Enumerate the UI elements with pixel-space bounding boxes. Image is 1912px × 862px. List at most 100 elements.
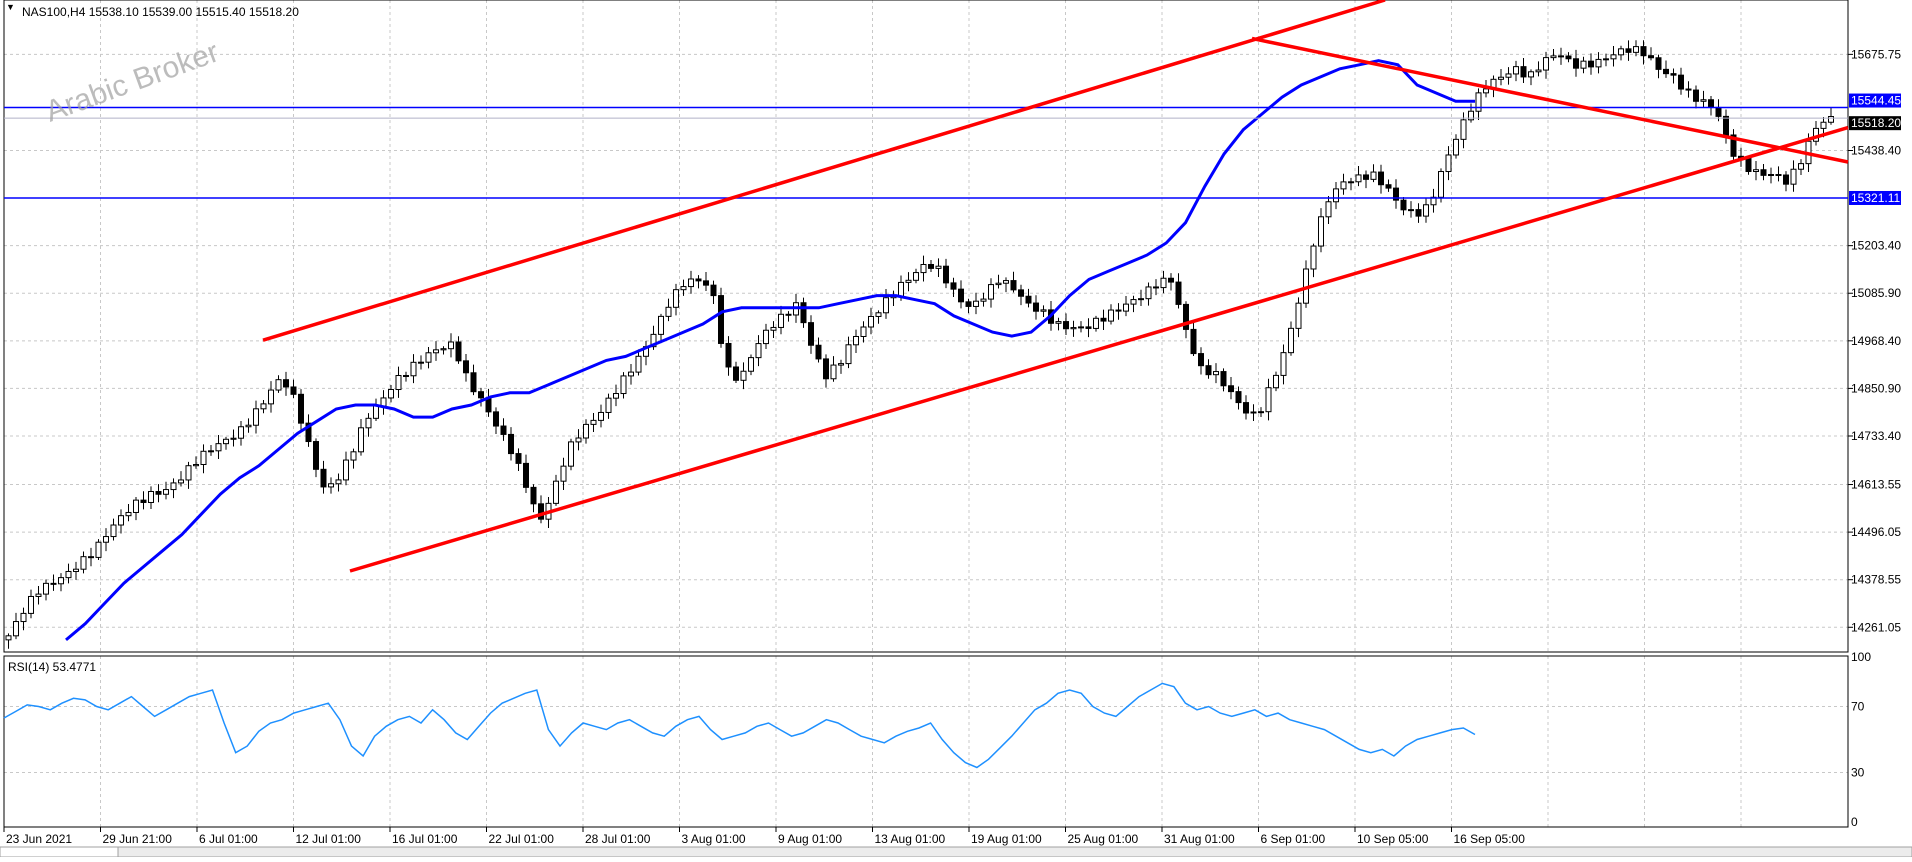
candle-body (1273, 374, 1279, 389)
candle-body (193, 464, 199, 467)
candle-body (995, 282, 1002, 286)
trendlines[interactable] (262, 0, 1849, 573)
x-tick-label: 16 Sep 05:00 (1454, 832, 1526, 846)
y-tick-label: 15203.40 (1851, 239, 1901, 253)
candle-body (1708, 99, 1714, 108)
candle-body (118, 515, 124, 526)
candle-body (298, 393, 304, 424)
candle-body (650, 333, 657, 348)
candle-body (718, 295, 724, 344)
candle-body (133, 499, 139, 513)
candle-body (1445, 154, 1452, 173)
candle-body (50, 582, 57, 585)
candle-body (73, 568, 79, 572)
candle-body (898, 281, 904, 297)
candle-body (1603, 58, 1609, 61)
candle-body (1318, 216, 1324, 247)
trendline (349, 125, 1849, 573)
candle-body (478, 391, 484, 399)
candle-body (1063, 321, 1069, 330)
candle-body (1130, 299, 1137, 305)
candle-body (770, 326, 777, 331)
candle-body (973, 300, 979, 307)
x-tick-label: 3 Aug 01:00 (682, 832, 746, 846)
candle-body (410, 361, 417, 377)
candle-body (823, 358, 829, 380)
candle-body (1670, 73, 1677, 76)
candle-body (778, 313, 784, 328)
rsi-tick-label: 30 (1851, 766, 1865, 780)
candle-body (1055, 321, 1062, 324)
candle-body (1543, 57, 1549, 71)
candle-body (680, 286, 687, 291)
x-tick-label: 25 Aug 01:00 (1068, 832, 1139, 846)
candle-body (943, 265, 949, 284)
candle-body (1730, 134, 1737, 157)
candle-body (1715, 106, 1722, 117)
candle-body (710, 284, 717, 297)
candle-body (103, 536, 109, 543)
x-tick-label: 28 Jul 01:00 (585, 832, 651, 846)
candle-body (1108, 309, 1114, 322)
candle-body (1235, 391, 1242, 404)
candle-body (388, 389, 394, 399)
candle-body (1505, 73, 1512, 78)
candle-body (1513, 66, 1519, 75)
candle-body (1033, 302, 1039, 312)
candle-body (1228, 385, 1234, 393)
candle-body (1153, 286, 1159, 289)
candle-body (1535, 69, 1542, 73)
candle-body (1040, 309, 1047, 312)
candle-body (1123, 303, 1129, 312)
candle-body (380, 397, 387, 407)
candle-body (1423, 204, 1429, 217)
candle-body (178, 479, 184, 484)
horizontal-levels (4, 106, 1848, 199)
candle-body (688, 278, 694, 288)
candle-body (395, 375, 402, 391)
candle-body (1393, 187, 1399, 201)
y-tick-label: 14613.55 (1851, 478, 1901, 492)
candle-body (1483, 88, 1489, 94)
candle-body (665, 306, 672, 317)
candle-body (1775, 174, 1782, 177)
candle-body (1115, 309, 1122, 312)
candle-body (1093, 317, 1099, 329)
x-tick-label: 9 Aug 01:00 (778, 832, 842, 846)
candle-body (538, 503, 544, 520)
y-tick-label: 15085.90 (1851, 286, 1901, 300)
candle-body (748, 357, 754, 372)
rsi-line (3, 682, 1476, 769)
candle-body (335, 479, 342, 485)
price-label: 15544.45 (1851, 94, 1901, 108)
candle-body (1010, 280, 1017, 291)
candle-body (1550, 55, 1557, 59)
candle-body (1783, 174, 1789, 185)
y-tick-label: 15675.75 (1851, 47, 1901, 61)
candle-body (1790, 168, 1797, 185)
candle-body (425, 352, 432, 363)
candle-body (1310, 245, 1317, 270)
candle-body (838, 363, 844, 366)
x-tick-label: 29 Jun 21:00 (103, 832, 173, 846)
candle-body (575, 437, 582, 443)
candle-body (1070, 327, 1077, 330)
dropdown-icon[interactable]: ▼ (6, 2, 15, 12)
main-pane-frame (3, 0, 1849, 653)
candle-body (1363, 174, 1369, 180)
candle-body (1595, 58, 1602, 68)
candle-body (628, 371, 634, 377)
candle-body (800, 302, 807, 324)
rsi-label: RSI(14) 53.4771 (8, 660, 96, 674)
candle-body (1400, 199, 1407, 211)
candle-body (740, 370, 747, 381)
candle-body (1460, 119, 1467, 140)
candle-body (1610, 54, 1617, 60)
candle-body (905, 279, 912, 283)
candle-body (125, 511, 132, 517)
candle-body (1280, 352, 1287, 376)
candle-body (1243, 402, 1249, 414)
candle-body (755, 343, 762, 359)
